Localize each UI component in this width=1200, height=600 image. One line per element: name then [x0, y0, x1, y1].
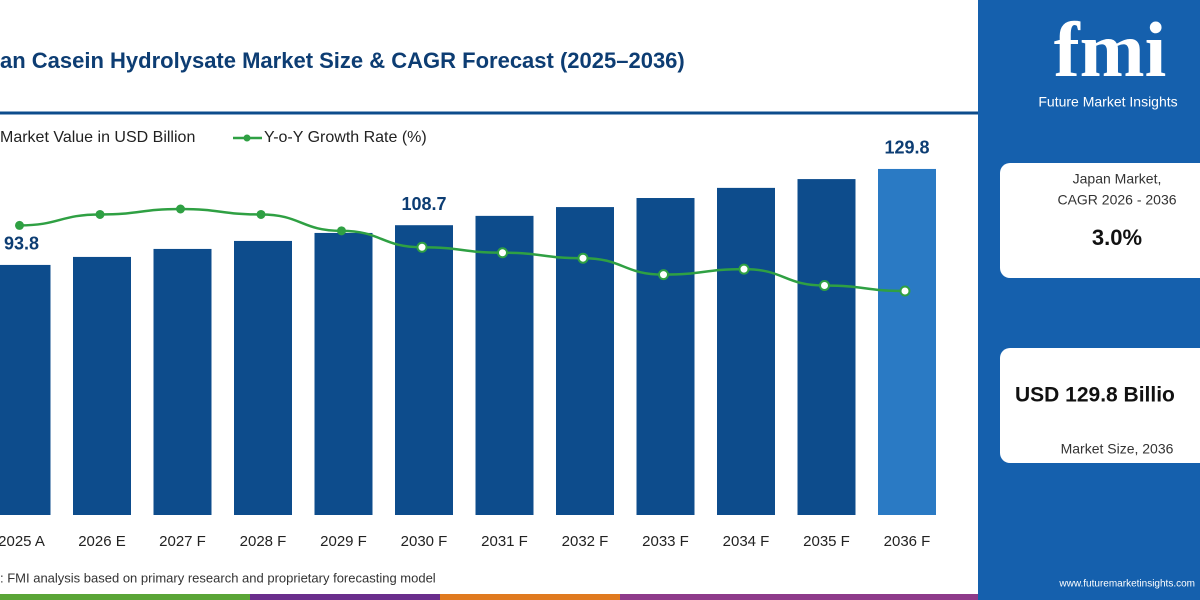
growth-point — [337, 226, 346, 236]
growth-point — [416, 241, 428, 253]
source-note: : FMI analysis based on primary research… — [0, 570, 436, 585]
chart-title: an Casein Hydrolysate Market Size & CAGR… — [0, 48, 685, 73]
legend: Market Value in USD Billion Y-o-Y Growth … — [0, 129, 427, 146]
bar — [636, 198, 695, 515]
cagr-label: Japan Market, — [1073, 171, 1162, 187]
sidebar — [978, 0, 1200, 600]
growth-point — [256, 209, 266, 219]
x-tick-label: 2032 F — [562, 533, 609, 550]
plot: 93.8 108.7 129.8 2025 A 2026 E 2027 F 2028 F 20… — [0, 138, 936, 550]
x-tick-label: 2035 F — [803, 533, 850, 550]
growth-point — [899, 285, 911, 297]
growth-point — [95, 209, 105, 219]
x-tick-label: 2033 F — [642, 533, 689, 550]
cagr-label: CAGR 2026 - 2036 — [1057, 192, 1176, 208]
size-caption: Market Size, 2036 — [1061, 441, 1174, 457]
x-tick-label: 2031 F — [481, 533, 528, 550]
footer-strip — [440, 594, 620, 600]
data-label: 108.7 — [401, 194, 446, 214]
footer-strip — [250, 594, 440, 600]
website: www.futuremarketinsights.com — [1058, 579, 1195, 590]
bar — [153, 248, 212, 515]
cagr-card — [1000, 163, 1200, 278]
bar — [797, 179, 856, 516]
x-tick-label: 2034 F — [723, 533, 770, 550]
bar — [395, 225, 453, 515]
footer-strip — [620, 594, 978, 600]
bar — [0, 264, 51, 515]
x-tick-label: 2029 F — [320, 533, 367, 550]
data-label: 93.8 — [4, 234, 39, 254]
x-tick-label: 2027 F — [159, 533, 206, 550]
growth-point — [658, 269, 669, 281]
x-tick-label: 2030 F — [401, 533, 448, 550]
growth-point — [577, 252, 589, 264]
x-tick-label: 2025 A — [0, 533, 45, 550]
bar — [234, 240, 292, 516]
brand-name: Future Market Insights — [1038, 94, 1177, 110]
growth-line — [19, 207, 906, 293]
x-tick-label: 2036 F — [884, 533, 931, 550]
bar — [717, 187, 775, 515]
bar — [878, 168, 936, 516]
bar — [73, 256, 131, 515]
cagr-value: 3.0% — [1092, 225, 1142, 250]
bar — [314, 232, 373, 515]
growth-point — [176, 204, 185, 214]
x-tick-label: 2026 E — [78, 533, 126, 550]
footer-strip — [0, 594, 250, 600]
growth-point — [497, 247, 508, 259]
growth-point — [15, 220, 24, 230]
size-card — [1000, 348, 1200, 463]
legend-marker — [243, 134, 251, 142]
legend-label: Market Value in USD Billion — [0, 129, 195, 146]
bar — [475, 215, 534, 515]
brand-logo: fmi — [1054, 6, 1167, 93]
x-tick-label: 2028 F — [240, 533, 287, 550]
size-value: USD 129.8 Billio — [1015, 384, 1175, 407]
growth-point — [819, 280, 830, 292]
data-label: 129.8 — [884, 138, 929, 158]
legend-label: Y-o-Y Growth Rate (%) — [264, 129, 427, 146]
growth-point — [738, 263, 750, 275]
